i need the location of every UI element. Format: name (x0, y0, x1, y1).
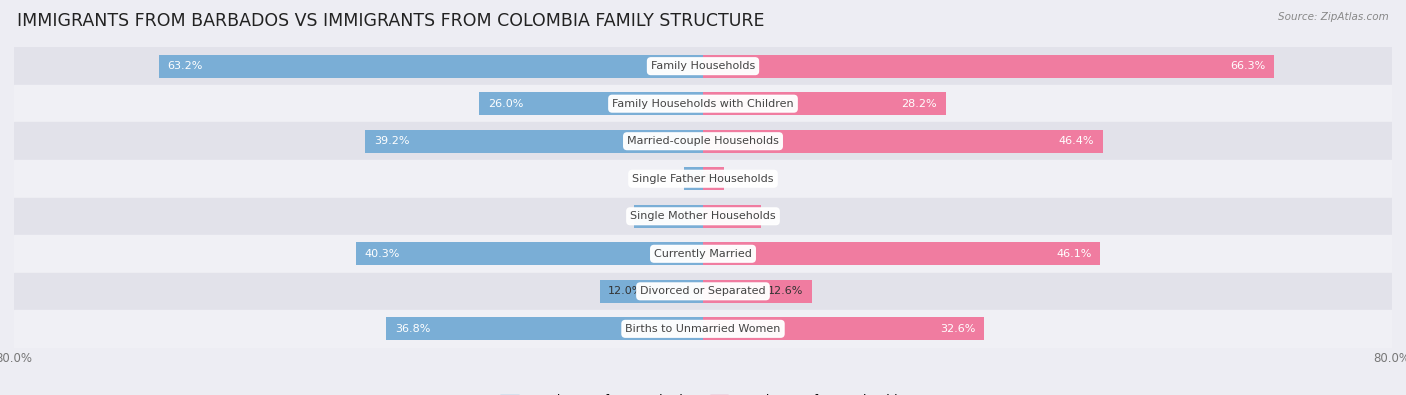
Bar (159, 55, 703, 78)
Text: Single Mother Households: Single Mother Households (630, 211, 776, 221)
Bar (685, 167, 703, 190)
Bar (634, 205, 703, 228)
Bar (14, 235, 1392, 273)
Text: Family Households: Family Households (651, 61, 755, 71)
Text: 46.4%: 46.4% (1059, 136, 1094, 146)
Text: Family Households with Children: Family Households with Children (612, 99, 794, 109)
Text: Source: ZipAtlas.com: Source: ZipAtlas.com (1278, 12, 1389, 22)
Bar (356, 242, 703, 265)
Text: 40.3%: 40.3% (364, 249, 399, 259)
Bar (14, 160, 1392, 198)
Text: IMMIGRANTS FROM BARBADOS VS IMMIGRANTS FROM COLOMBIA FAMILY STRUCTURE: IMMIGRANTS FROM BARBADOS VS IMMIGRANTS F… (17, 12, 765, 30)
Bar (703, 167, 724, 190)
Bar (14, 198, 1392, 235)
Text: 2.4%: 2.4% (686, 174, 716, 184)
Text: Births to Unmarried Women: Births to Unmarried Women (626, 324, 780, 334)
Bar (479, 92, 703, 115)
Text: 2.2%: 2.2% (693, 174, 721, 184)
Bar (703, 205, 761, 228)
Text: 63.2%: 63.2% (167, 61, 202, 71)
Text: Divorced or Separated: Divorced or Separated (640, 286, 766, 296)
Text: 26.0%: 26.0% (488, 99, 523, 109)
Legend: Immigrants from Barbados, Immigrants from Colombia: Immigrants from Barbados, Immigrants fro… (501, 394, 905, 395)
Bar (14, 273, 1392, 310)
Text: 46.1%: 46.1% (1056, 249, 1091, 259)
Text: Currently Married: Currently Married (654, 249, 752, 259)
Bar (14, 47, 1392, 85)
Text: Married-couple Households: Married-couple Households (627, 136, 779, 146)
Bar (703, 242, 1099, 265)
Bar (366, 130, 703, 153)
Text: 12.6%: 12.6% (768, 286, 803, 296)
Bar (703, 317, 984, 340)
Text: 32.6%: 32.6% (939, 324, 976, 334)
Text: 66.3%: 66.3% (1230, 61, 1265, 71)
Bar (387, 317, 703, 340)
Bar (703, 55, 1274, 78)
Text: 12.0%: 12.0% (609, 286, 644, 296)
Text: 39.2%: 39.2% (374, 136, 409, 146)
Text: 36.8%: 36.8% (395, 324, 430, 334)
Text: 28.2%: 28.2% (901, 99, 938, 109)
Bar (14, 85, 1392, 122)
Text: 8.0%: 8.0% (643, 211, 671, 221)
Bar (703, 280, 811, 303)
Bar (703, 92, 946, 115)
Text: Single Father Households: Single Father Households (633, 174, 773, 184)
Text: 6.7%: 6.7% (724, 211, 752, 221)
Bar (703, 130, 1102, 153)
Bar (14, 310, 1392, 348)
Bar (599, 280, 703, 303)
Bar (14, 122, 1392, 160)
